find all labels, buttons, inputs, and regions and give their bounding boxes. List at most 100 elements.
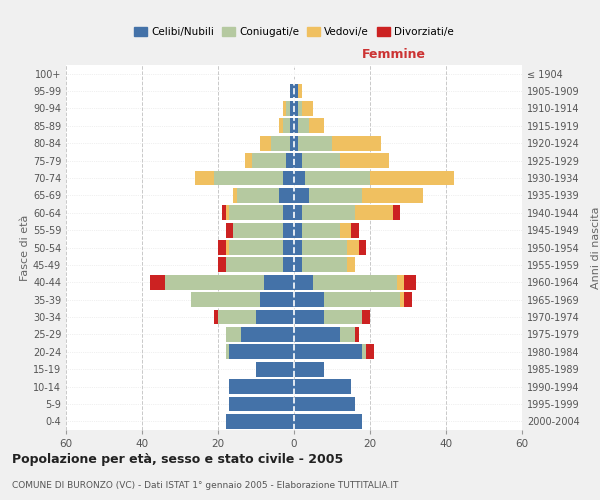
Bar <box>283 101 286 116</box>
Bar <box>302 258 347 272</box>
Bar <box>283 222 294 238</box>
Bar <box>355 327 359 342</box>
Bar <box>260 292 294 307</box>
Bar <box>294 118 298 133</box>
Bar <box>229 240 283 255</box>
Bar <box>290 84 294 98</box>
Bar <box>283 258 294 272</box>
Bar <box>298 118 309 133</box>
Bar <box>226 206 229 220</box>
Bar <box>294 310 325 324</box>
Bar <box>340 327 355 342</box>
Bar <box>294 379 351 394</box>
Bar <box>279 118 283 133</box>
Bar <box>347 258 355 272</box>
Bar <box>404 292 412 307</box>
Bar <box>313 275 397 289</box>
Bar <box>294 327 340 342</box>
Bar <box>256 362 294 376</box>
Bar <box>294 206 302 220</box>
Bar <box>370 170 454 186</box>
Bar <box>229 344 294 359</box>
Bar <box>294 275 313 289</box>
Bar <box>294 258 302 272</box>
Bar <box>233 222 283 238</box>
Bar <box>226 222 233 238</box>
Bar <box>165 275 263 289</box>
Bar <box>286 101 290 116</box>
Bar <box>283 206 294 220</box>
Bar <box>366 344 374 359</box>
Bar <box>302 101 313 116</box>
Bar <box>271 136 290 150</box>
Bar <box>294 362 325 376</box>
Bar <box>294 153 302 168</box>
Bar <box>286 153 294 168</box>
Bar <box>302 153 340 168</box>
Text: Popolazione per età, sesso e stato civile - 2005: Popolazione per età, sesso e stato civil… <box>12 452 343 466</box>
Bar <box>195 170 214 186</box>
Bar <box>332 136 382 150</box>
Bar <box>222 206 226 220</box>
Bar <box>256 310 294 324</box>
Bar <box>218 258 226 272</box>
Bar <box>294 344 362 359</box>
Bar <box>362 310 370 324</box>
Y-axis label: Fasce di età: Fasce di età <box>20 214 30 280</box>
Bar <box>294 84 298 98</box>
Bar <box>298 84 302 98</box>
Bar <box>218 240 226 255</box>
Bar <box>294 414 362 428</box>
Bar <box>226 414 294 428</box>
Bar <box>226 327 241 342</box>
Bar <box>302 206 355 220</box>
Y-axis label: Anni di nascita: Anni di nascita <box>591 206 600 289</box>
Legend: Celibi/Nubili, Coniugati/e, Vedovi/e, Divorziati/e: Celibi/Nubili, Coniugati/e, Vedovi/e, Di… <box>130 23 458 42</box>
Bar <box>233 188 237 202</box>
Bar <box>294 101 298 116</box>
Bar <box>229 396 294 411</box>
Bar <box>260 136 271 150</box>
Bar <box>302 240 347 255</box>
Bar <box>294 396 355 411</box>
Bar <box>340 222 351 238</box>
Bar <box>298 101 302 116</box>
Bar <box>302 222 340 238</box>
Bar <box>214 310 218 324</box>
Bar <box>359 240 366 255</box>
Bar <box>340 153 389 168</box>
Bar <box>294 240 302 255</box>
Bar <box>283 240 294 255</box>
Bar <box>226 240 229 255</box>
Bar <box>229 206 283 220</box>
Bar <box>305 170 370 186</box>
Bar <box>404 275 416 289</box>
Bar <box>279 188 294 202</box>
Bar <box>309 118 325 133</box>
Bar <box>362 344 366 359</box>
Text: COMUNE DI BURONZO (VC) - Dati ISTAT 1° gennaio 2005 - Elaborazione TUTTITALIA.IT: COMUNE DI BURONZO (VC) - Dati ISTAT 1° g… <box>12 481 398 490</box>
Bar <box>263 275 294 289</box>
Bar <box>252 153 286 168</box>
Bar <box>309 188 362 202</box>
Bar <box>226 344 229 359</box>
Bar <box>245 153 252 168</box>
Bar <box>393 206 400 220</box>
Bar <box>294 188 309 202</box>
Bar <box>294 136 298 150</box>
Bar <box>347 240 359 255</box>
Bar <box>325 310 362 324</box>
Text: Femmine: Femmine <box>362 48 427 62</box>
Bar <box>298 136 332 150</box>
Bar <box>149 275 165 289</box>
Bar <box>294 292 325 307</box>
Bar <box>283 118 290 133</box>
Bar <box>214 170 283 186</box>
Bar <box>351 222 359 238</box>
Bar <box>241 327 294 342</box>
Bar <box>290 136 294 150</box>
Bar <box>355 206 393 220</box>
Bar <box>226 258 283 272</box>
Bar <box>294 170 305 186</box>
Bar <box>325 292 400 307</box>
